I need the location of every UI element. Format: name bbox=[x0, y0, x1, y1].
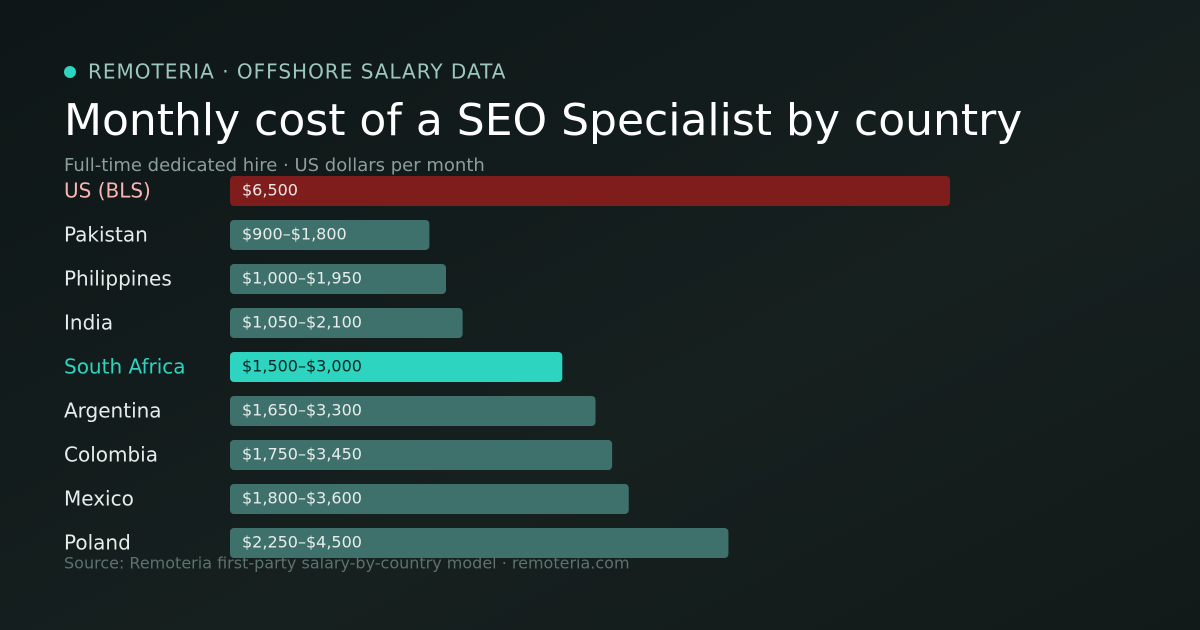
bar bbox=[230, 264, 446, 294]
category-label: Poland bbox=[64, 531, 131, 555]
category-label: Mexico bbox=[64, 487, 134, 511]
brand: REMOTERIA · OFFSHORE SALARY DATA bbox=[88, 60, 506, 84]
category-label: South Africa bbox=[64, 355, 186, 379]
chart-title: Monthly cost of a SEO Specialist by coun… bbox=[64, 95, 1022, 146]
bar bbox=[230, 484, 629, 514]
bar bbox=[230, 396, 596, 426]
bar bbox=[230, 528, 729, 558]
bar bbox=[230, 176, 950, 206]
category-label: Philippines bbox=[64, 267, 172, 291]
value-label: $900–$1,800 bbox=[242, 225, 347, 244]
value-label: $1,750–$3,450 bbox=[242, 445, 362, 464]
bar bbox=[230, 440, 613, 470]
subtitle: Full-time dedicated hire · US dollars pe… bbox=[64, 155, 485, 176]
category-label: India bbox=[64, 311, 113, 335]
source: Source: Remoteria first-party salary-by-… bbox=[64, 554, 630, 573]
value-label: $6,500 bbox=[242, 181, 298, 200]
bar bbox=[230, 352, 563, 382]
category-label: Pakistan bbox=[64, 223, 148, 247]
value-label: $1,800–$3,600 bbox=[242, 489, 362, 508]
bar bbox=[230, 220, 430, 250]
bar bbox=[230, 308, 463, 338]
category-label: US (BLS) bbox=[64, 179, 151, 203]
category-label: Argentina bbox=[64, 399, 162, 423]
value-label: $1,000–$1,950 bbox=[242, 269, 362, 288]
brand-dot bbox=[64, 66, 76, 78]
category-label: Colombia bbox=[64, 443, 158, 467]
value-label: $1,050–$2,100 bbox=[242, 313, 362, 332]
value-label: $1,500–$3,000 bbox=[242, 357, 362, 376]
value-label: $2,250–$4,500 bbox=[242, 533, 362, 552]
value-label: $1,650–$3,300 bbox=[242, 401, 362, 420]
